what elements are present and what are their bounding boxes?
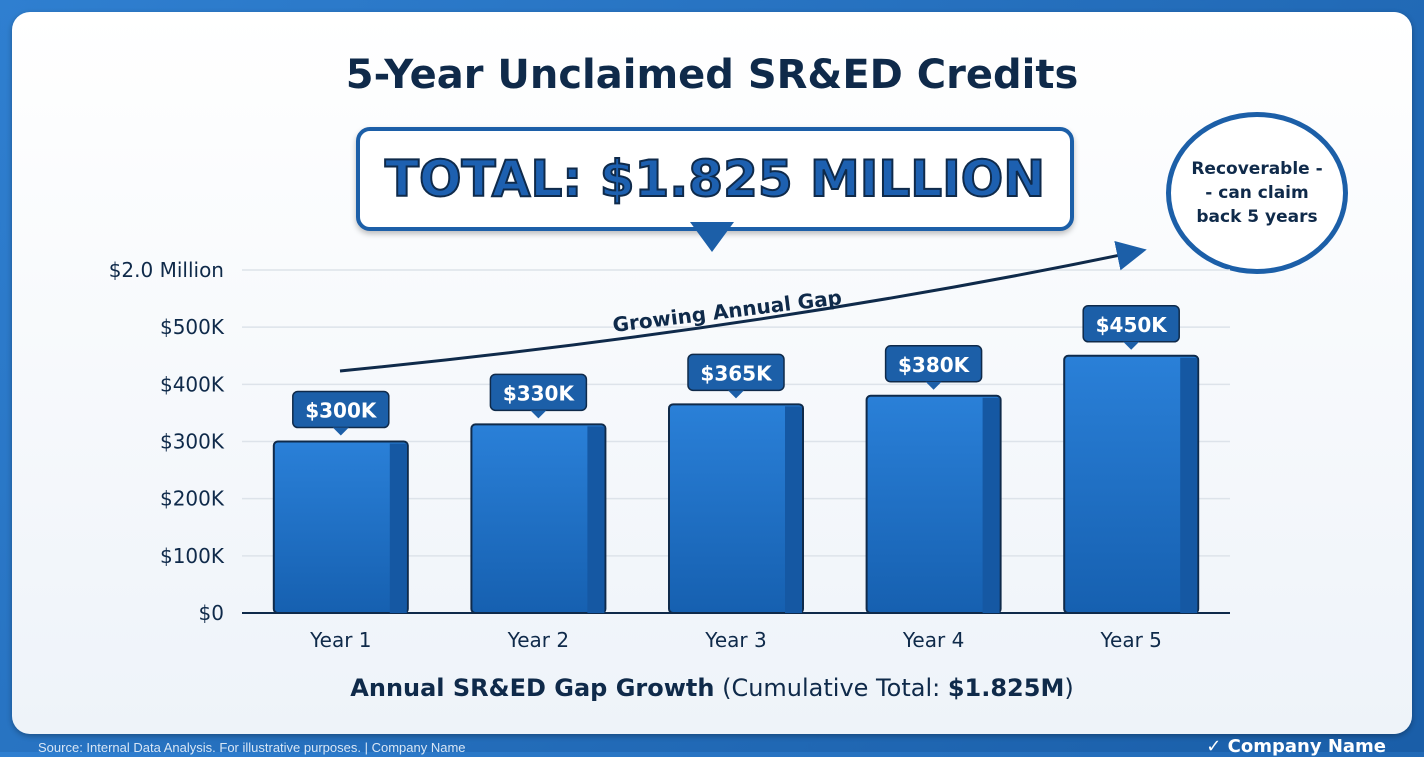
y-tick-label: $0 xyxy=(199,601,224,625)
x-title-end: ) xyxy=(1064,674,1074,702)
footer-source: Source: Internal Data Analysis. For illu… xyxy=(38,740,466,755)
data-label: $450K xyxy=(1096,313,1169,337)
recoverable-bubble: Recoverable - - can claim back 5 years xyxy=(1166,112,1348,274)
footer-company: ✓ Company Name xyxy=(1206,736,1386,757)
data-label-pointer xyxy=(530,410,547,419)
data-label: $330K xyxy=(503,381,576,405)
x-tick-label: Year 4 xyxy=(902,628,964,652)
bar-side xyxy=(1180,357,1198,613)
data-label-pointer xyxy=(1123,341,1140,350)
data-label-pointer xyxy=(925,381,942,390)
bar xyxy=(865,394,1002,614)
x-title-bold: Annual SR&ED Gap Growth xyxy=(350,674,715,702)
data-label-pointer xyxy=(332,427,349,436)
company-name: Company Name xyxy=(1227,736,1386,757)
total-callout-tail xyxy=(690,222,734,252)
bar-side xyxy=(785,406,802,613)
x-title-rest: (Cumulative Total: xyxy=(714,674,948,702)
data-label: $380K xyxy=(898,353,971,377)
bar-side xyxy=(982,397,1000,613)
data-label-pointer xyxy=(728,390,744,399)
trend-label: Growing Annual Gap xyxy=(611,285,843,337)
x-title-total: $1.825M xyxy=(947,674,1065,702)
y-tick-label: $500K xyxy=(160,315,225,339)
y-tick-label: $400K xyxy=(160,372,225,396)
data-label: $365K xyxy=(700,361,773,385)
x-tick-label: Year 3 xyxy=(704,628,766,652)
chart-title: 5-Year Unclaimed SR&ED Credits xyxy=(345,52,1079,98)
y-tick-label: $300K xyxy=(160,430,225,454)
y-tick-label: $100K xyxy=(160,544,225,568)
bar-side xyxy=(389,443,407,613)
bar xyxy=(470,423,607,614)
bar xyxy=(272,440,409,614)
trend-arrow xyxy=(339,240,1147,373)
y-tick-label: $200K xyxy=(160,487,225,511)
bar xyxy=(668,403,804,615)
company-logo-icon: ✓ xyxy=(1206,736,1228,757)
x-tick-label: Year 1 xyxy=(309,628,371,652)
data-label: $300K xyxy=(305,399,378,423)
y-tick-label: $2.0 Million xyxy=(109,258,224,282)
x-tick-label: Year 2 xyxy=(507,628,569,652)
bar-side xyxy=(587,426,605,613)
x-axis-title: Annual SR&ED Gap Growth (Cumulative Tota… xyxy=(0,674,1424,702)
bar xyxy=(1063,354,1200,614)
x-tick-label: Year 5 xyxy=(1099,628,1161,652)
